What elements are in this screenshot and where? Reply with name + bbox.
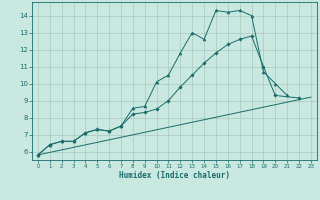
X-axis label: Humidex (Indice chaleur): Humidex (Indice chaleur)	[119, 171, 230, 180]
